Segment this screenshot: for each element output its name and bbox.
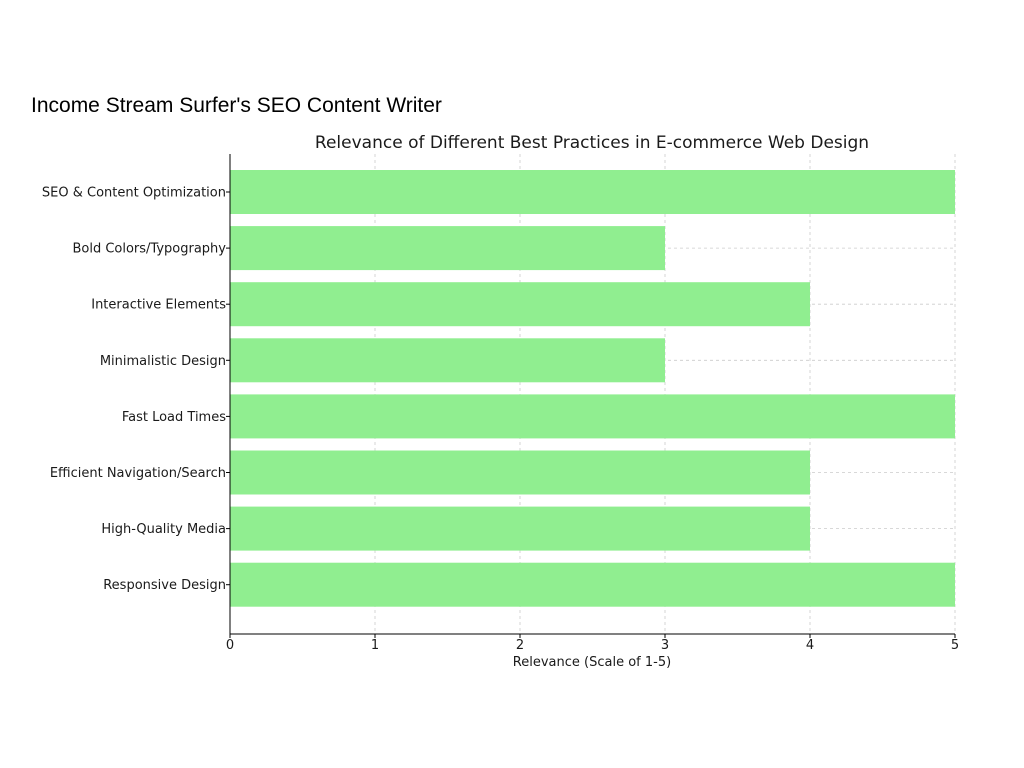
bar bbox=[230, 226, 665, 271]
page-heading: Income Stream Surfer's SEO Content Write… bbox=[31, 94, 442, 117]
y-tick-label: Responsive Design bbox=[103, 578, 226, 593]
y-tick-label: Interactive Elements bbox=[91, 298, 226, 313]
y-tick-label: Minimalistic Design bbox=[100, 354, 226, 369]
bar bbox=[230, 394, 955, 439]
bar-layer bbox=[230, 170, 955, 607]
chart-title: Relevance of Different Best Practices in… bbox=[315, 133, 869, 153]
x-tick-label: 1 bbox=[371, 638, 379, 653]
bar bbox=[230, 506, 810, 551]
y-tick-label: SEO & Content Optimization bbox=[42, 186, 226, 201]
x-tick-label: 3 bbox=[661, 638, 669, 653]
axis-layer bbox=[226, 154, 956, 638]
y-tick-label: High-Quality Media bbox=[101, 522, 226, 537]
bar bbox=[230, 450, 810, 495]
y-tick-label: Bold Colors/Typography bbox=[72, 242, 226, 257]
bar bbox=[230, 170, 955, 214]
bar bbox=[230, 562, 955, 607]
grid-layer bbox=[229, 154, 956, 634]
y-tick-label: Efficient Navigation/Search bbox=[50, 466, 226, 481]
x-tick-label: 4 bbox=[806, 638, 814, 653]
bar bbox=[230, 282, 810, 327]
x-tick-label: 0 bbox=[226, 638, 234, 653]
x-tick-label: 5 bbox=[951, 638, 959, 653]
x-tick-label: 2 bbox=[516, 638, 524, 653]
x-axis-label: Relevance (Scale of 1-5) bbox=[513, 655, 671, 670]
bar bbox=[230, 338, 665, 383]
y-tick-label: Fast Load Times bbox=[122, 410, 226, 425]
label-layer: SEO & Content Optimization Bold Colors/Ty… bbox=[42, 186, 959, 654]
